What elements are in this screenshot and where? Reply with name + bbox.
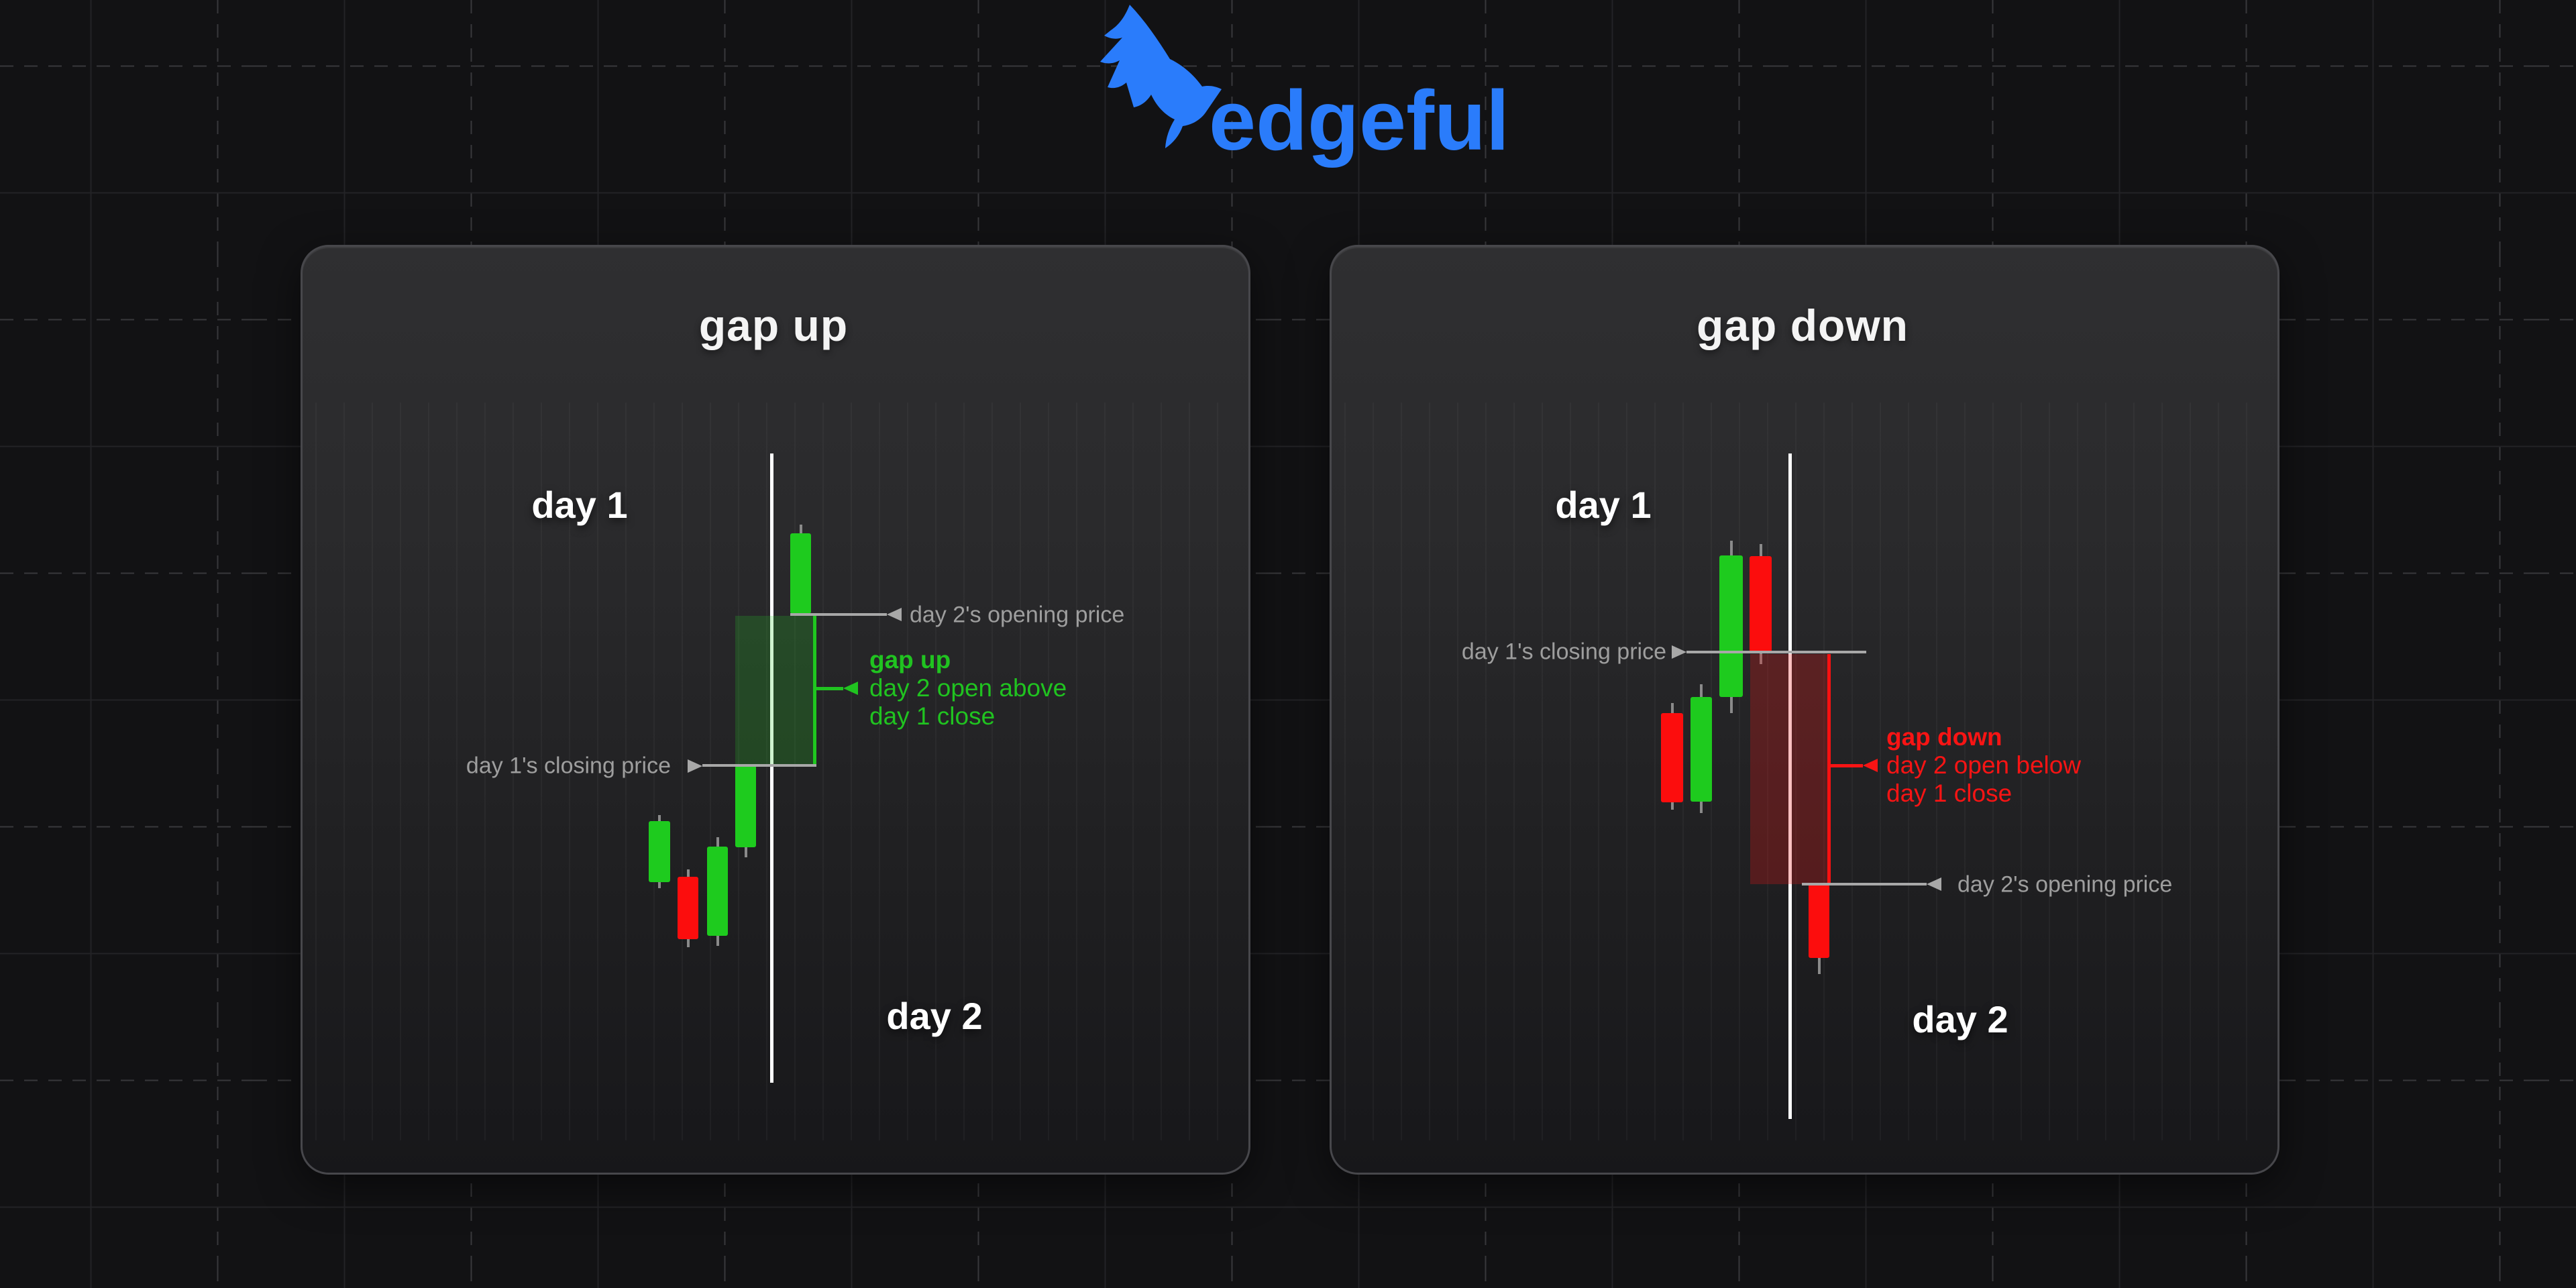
gap-up-callout-arrowhead-icon xyxy=(843,682,858,695)
gap-up-callout: gap up day 2 open above day 1 close xyxy=(869,646,1067,731)
day-divider-line xyxy=(770,453,773,1083)
bearish-candle xyxy=(1750,556,1772,652)
gap-down-closing-price-line xyxy=(1686,651,1866,653)
gap-down-opening-price-label: day 2's opening price xyxy=(1957,871,2173,898)
edgeful-logo-text: edgeful xyxy=(1209,73,1510,168)
gap-down-callout-line xyxy=(1831,764,1863,767)
bullish-candle xyxy=(735,765,756,847)
gap-up-day1-label: day 1 xyxy=(531,484,628,526)
bullish-candle xyxy=(790,533,811,614)
gap-down-card xyxy=(1330,245,2279,1175)
gap-up-opening-price-line xyxy=(790,613,887,616)
bullish-candle xyxy=(649,821,670,882)
gap-down-title: gap down xyxy=(1697,301,1909,350)
gap-up-pinstripes xyxy=(315,402,1232,1140)
gap-down-opening-price-line xyxy=(1802,883,1927,885)
gap-down-callout: gap down day 2 open below day 1 close xyxy=(1886,723,2081,808)
gap-down-day2-label: day 2 xyxy=(1912,998,2008,1040)
bullish-candle xyxy=(1719,555,1743,697)
gap-zone xyxy=(735,616,816,765)
gap-up-day2-label: day 2 xyxy=(886,995,983,1037)
gap-down-callout-arrowhead-icon xyxy=(1863,759,1878,772)
gap-up-callout-line2: day 2 open above xyxy=(869,674,1067,702)
edgeful-logo-bird-icon xyxy=(1100,5,1222,148)
bullish-candle xyxy=(707,847,728,936)
gap-down-pinstripes xyxy=(1344,402,2261,1140)
gap-up-callout-title: gap up xyxy=(869,646,951,674)
gap-down-opening-arrowhead-icon xyxy=(1927,877,1941,891)
gap-down-closing-price-label: day 1's closing price xyxy=(1461,639,1666,665)
gap-down-closing-arrowhead-icon xyxy=(1672,645,1686,659)
gap-up-closing-arrowhead-icon xyxy=(688,759,702,773)
gap-down-day1-label: day 1 xyxy=(1555,484,1652,526)
gap-up-title: gap up xyxy=(698,301,849,350)
bearish-candle xyxy=(1661,713,1683,802)
gap-up-callout-line3: day 1 close xyxy=(869,702,996,730)
bullish-candle xyxy=(1690,697,1712,802)
bearish-candle xyxy=(1809,884,1829,958)
gap-up-callout-line xyxy=(816,687,843,690)
gap-up-opening-price-label: day 2's opening price xyxy=(910,602,1125,628)
gap-up-closing-price-label: day 1's closing price xyxy=(466,753,671,779)
gap-down-callout-title: gap down xyxy=(1886,723,2002,751)
gap-zone xyxy=(1750,654,1831,884)
day-divider-line xyxy=(1788,453,1792,1119)
gap-up-opening-arrowhead-icon xyxy=(887,608,902,621)
gap-up-card xyxy=(301,245,1250,1175)
bearish-candle xyxy=(678,877,698,939)
gap-up-closing-price-line xyxy=(702,764,816,767)
gap-down-callout-line2: day 2 open below xyxy=(1886,751,2082,779)
gap-down-callout-line3: day 1 close xyxy=(1886,780,2012,807)
